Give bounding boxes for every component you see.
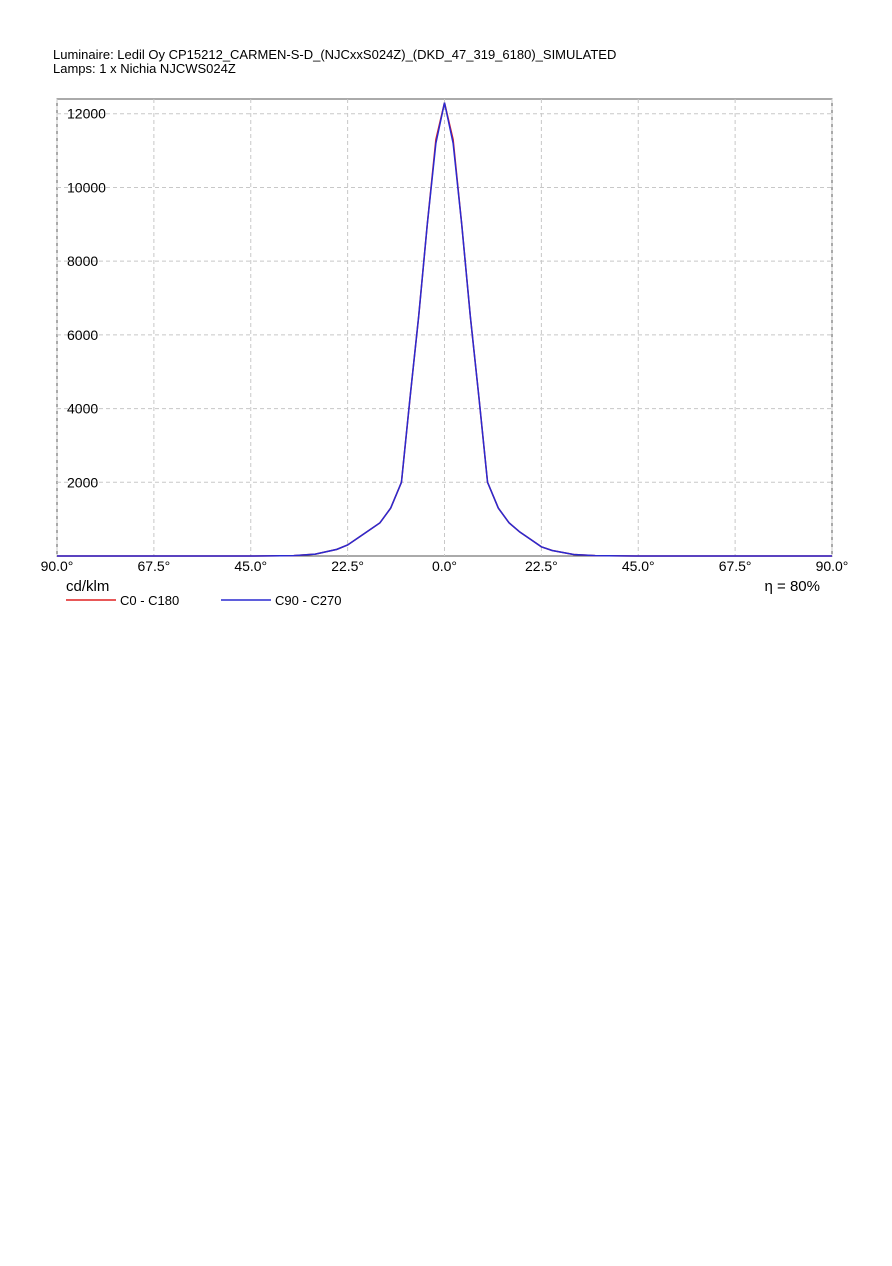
x-tick-label: 67.5°: [137, 558, 170, 574]
y-tick-label: 4000: [67, 401, 98, 417]
x-tick-label: 90.0°: [816, 558, 849, 574]
chart-title: Luminaire: Ledil Oy CP15212_CARMEN-S-D_(…: [53, 47, 616, 62]
y-tick-label: 8000: [67, 253, 98, 269]
x-tick-label: 45.0°: [622, 558, 655, 574]
legend-label: C0 - C180: [120, 593, 179, 608]
x-tick-label: 22.5°: [525, 558, 558, 574]
chart-subtitle: Lamps: 1 x Nichia NJCWS024Z: [53, 61, 236, 76]
y-tick-label: 6000: [67, 327, 98, 343]
legend-label: C90 - C270: [275, 593, 341, 608]
efficiency-annotation: η = 80%: [765, 578, 820, 595]
x-tick-label: 45.0°: [234, 558, 267, 574]
series-line: [57, 102, 832, 557]
x-tick-label: 67.5°: [719, 558, 752, 574]
y-tick-label: 2000: [67, 474, 98, 490]
y-tick-label: 10000: [67, 179, 106, 195]
y-axis-unit: cd/klm: [66, 578, 109, 595]
x-tick-label: 0.0°: [432, 558, 457, 574]
x-tick-label: 90.0°: [41, 558, 74, 574]
x-tick-label: 22.5°: [331, 558, 364, 574]
y-tick-label: 12000: [67, 106, 106, 122]
